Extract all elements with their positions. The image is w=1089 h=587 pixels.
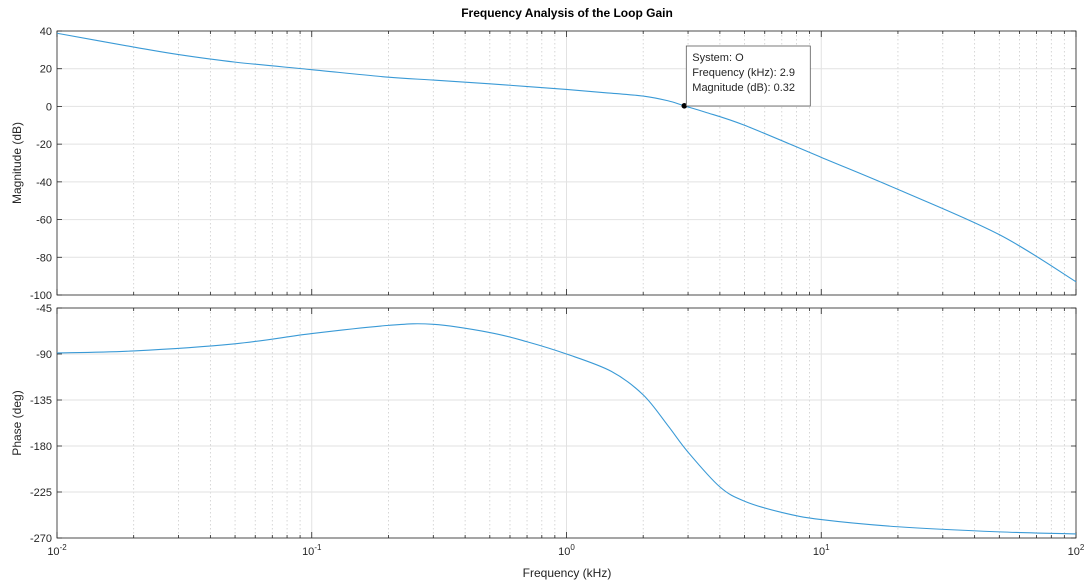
chart-title: Frequency Analysis of the Loop Gain [461, 6, 673, 20]
datatip-line: Magnitude (dB): 0.32 [692, 82, 795, 94]
x-tick-label: 10-1 [302, 543, 322, 558]
mag-y-tick-label: 20 [40, 64, 52, 76]
x-tick-label: 100 [558, 543, 575, 558]
phase-y-tick-label: -225 [30, 487, 52, 499]
magnitude-panel: 40 20 0 -20 -40 -60 -80 -100 Magnitude (dB) Syste… [10, 26, 1077, 302]
x-tick-label: 10-2 [47, 543, 67, 558]
x-tick-label: 101 [813, 543, 830, 558]
phase-y-axis-label: Phase (deg) [10, 390, 24, 455]
datatip-box[interactable] [685, 45, 811, 107]
mag-y-tick-label: -20 [36, 139, 52, 151]
phase-y-tick-label: -90 [36, 349, 52, 361]
phase-y-tick-label: -180 [30, 441, 52, 453]
phase-series-line [56, 323, 1077, 535]
datatip-line: Frequency (kHz): 2.9 [692, 67, 795, 79]
x-axis-label: Frequency (kHz) [523, 566, 612, 580]
x-tick-label: 102 [1068, 543, 1085, 558]
mag-y-tick-label: 0 [46, 101, 52, 113]
mag-y-tick-label: -100 [30, 290, 52, 302]
phase-y-tick-label: -270 [30, 533, 52, 545]
datatip-marker[interactable] [681, 103, 688, 109]
mag-y-tick-label: -80 [36, 252, 52, 264]
mag-y-tick-label: -40 [36, 177, 52, 189]
phase-y-tick-label: -135 [30, 395, 52, 407]
mag-y-tick-label: -60 [36, 215, 52, 227]
mag-y-tick-label: 40 [40, 26, 52, 38]
datatip-line: System: O [692, 52, 744, 64]
mag-series-line [56, 32, 1077, 283]
mag-y-axis-label: Magnitude (dB) [10, 122, 24, 204]
phase-y-tick-label: -45 [36, 303, 52, 315]
